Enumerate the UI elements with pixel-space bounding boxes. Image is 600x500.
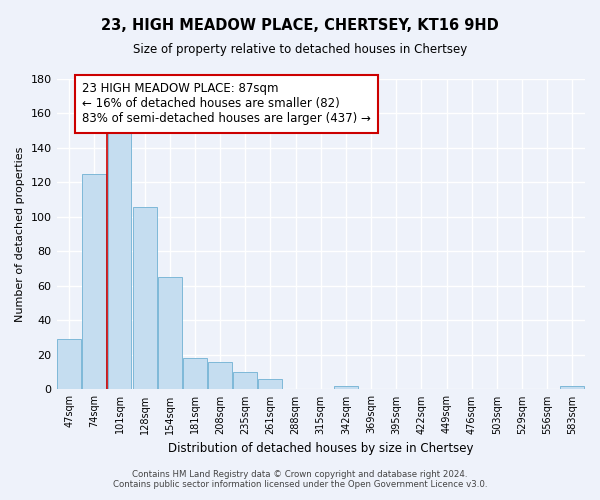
- Text: Size of property relative to detached houses in Chertsey: Size of property relative to detached ho…: [133, 42, 467, 56]
- Bar: [334, 386, 358, 390]
- Bar: [259, 379, 283, 390]
- Bar: [158, 278, 182, 390]
- Bar: [233, 372, 257, 390]
- Bar: [183, 358, 207, 390]
- Bar: [208, 362, 232, 390]
- Bar: [107, 130, 131, 390]
- Bar: [82, 174, 106, 390]
- Text: 23, HIGH MEADOW PLACE, CHERTSEY, KT16 9HD: 23, HIGH MEADOW PLACE, CHERTSEY, KT16 9H…: [101, 18, 499, 32]
- X-axis label: Distribution of detached houses by size in Chertsey: Distribution of detached houses by size …: [168, 442, 473, 455]
- Text: Contains HM Land Registry data © Crown copyright and database right 2024.
Contai: Contains HM Land Registry data © Crown c…: [113, 470, 487, 489]
- Y-axis label: Number of detached properties: Number of detached properties: [15, 146, 25, 322]
- Bar: [57, 340, 81, 390]
- Bar: [560, 386, 584, 390]
- Bar: [133, 206, 157, 390]
- Text: 23 HIGH MEADOW PLACE: 87sqm
← 16% of detached houses are smaller (82)
83% of sem: 23 HIGH MEADOW PLACE: 87sqm ← 16% of det…: [82, 82, 371, 126]
